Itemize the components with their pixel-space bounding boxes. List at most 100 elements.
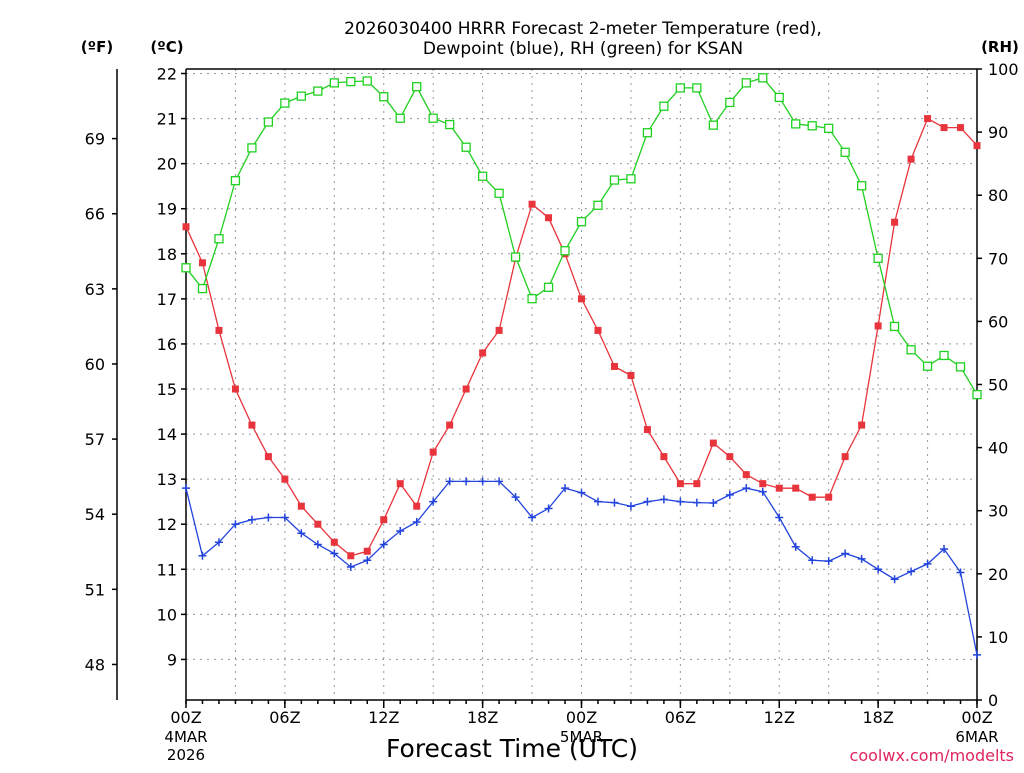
x-tick-label: 12Z <box>764 708 795 727</box>
fahrenheit-tick-label: 69 <box>85 130 105 149</box>
dewpoint-point <box>363 556 372 565</box>
celsius-tick-label: 19 <box>157 200 177 219</box>
rh-point <box>230 176 241 186</box>
rh-point <box>791 119 801 129</box>
fahrenheit-tick-label: 48 <box>85 655 105 674</box>
celsius-tick-label: 9 <box>167 650 177 669</box>
celsius-tick-label: 16 <box>157 335 177 354</box>
temperature-point <box>825 493 833 501</box>
rh-point <box>527 294 537 304</box>
temperature-point <box>940 124 948 132</box>
dewpoint-point <box>791 542 800 551</box>
dewpoint-point <box>264 513 273 522</box>
dewpoint-point <box>940 545 949 554</box>
dewpoint-point <box>412 517 421 526</box>
rh-point <box>395 113 405 123</box>
rh-point <box>412 82 422 92</box>
dewpoint-point <box>495 477 504 486</box>
rh-point <box>181 263 191 273</box>
series-layer <box>181 73 982 659</box>
celsius-tick-label: 11 <box>157 560 177 579</box>
fahrenheit-tick-label: 66 <box>85 205 105 224</box>
temperature-point <box>627 371 635 379</box>
dewpoint-point <box>610 498 619 507</box>
temperature-point <box>693 480 701 488</box>
dewpoint-point <box>182 484 190 493</box>
dewpoint-point <box>231 520 240 529</box>
rh-point <box>477 171 488 181</box>
dewpoint-point <box>841 549 850 558</box>
fahrenheit-unit-label: (ºF) <box>81 38 113 56</box>
temperature-point <box>792 484 800 492</box>
temperature-point <box>396 480 404 488</box>
rh-point <box>955 362 966 372</box>
rh-point <box>329 78 339 88</box>
rh-point <box>346 76 356 87</box>
rh-point <box>197 283 208 294</box>
rh-point <box>741 78 751 88</box>
rh-point <box>296 91 307 101</box>
dewpoint-point <box>973 650 981 659</box>
temperature-point <box>297 502 305 510</box>
fahrenheit-tick-label: 54 <box>85 505 105 524</box>
rh-tick-label: 70 <box>988 249 1008 268</box>
dewpoint-point <box>775 513 784 522</box>
x-tick-label: 18Z <box>862 708 893 727</box>
dewpoint-point <box>528 513 537 522</box>
dewpoint-point <box>874 565 883 574</box>
x-tick-label: 06Z <box>665 708 696 727</box>
credit-text: coolwx.com/modelts <box>850 746 1014 765</box>
celsius-tick-label: 17 <box>157 290 177 309</box>
temperature-point <box>957 124 965 132</box>
x-year-label: 2026 <box>167 746 205 764</box>
fahrenheit-tick-label: 60 <box>85 355 105 374</box>
temperature-point <box>676 480 684 488</box>
rh-tick-label: 40 <box>988 439 1008 458</box>
dewpoint-point <box>544 504 553 513</box>
temperature-point <box>891 218 899 226</box>
temperature-point <box>660 453 668 461</box>
x-date-label: 5MAR <box>560 728 603 746</box>
rh-point <box>889 321 900 332</box>
dewpoint-point <box>659 495 668 504</box>
temperature-point <box>264 453 272 461</box>
temperature-point <box>545 214 553 222</box>
dewpoint-point <box>297 529 306 538</box>
temperature-point <box>841 453 849 461</box>
rh-point <box>313 86 323 96</box>
rh-point <box>774 92 784 103</box>
x-tick-label: 00Z <box>961 708 992 727</box>
celsius-tick-label: 21 <box>157 110 177 129</box>
temperature-point <box>924 115 932 123</box>
dewpoint-point <box>824 557 833 566</box>
dewpoint-point <box>379 540 388 549</box>
rh-point <box>263 117 274 127</box>
rh-tick-label: 50 <box>988 376 1008 395</box>
temperature-point <box>380 516 388 524</box>
temperature-point <box>413 502 421 510</box>
x-axis-label: Forecast Time (UTC) <box>386 734 638 763</box>
dewpoint-point <box>923 559 932 568</box>
celsius-unit-label: (ºC) <box>150 38 183 56</box>
fahrenheit-tick-label: 51 <box>85 580 105 599</box>
dewpoint-point <box>346 563 355 572</box>
dewpoint-point <box>956 568 965 577</box>
dewpoint-point <box>890 575 899 584</box>
temperature-point <box>643 426 651 434</box>
rh-tick-label: 10 <box>988 628 1008 647</box>
rh-tick-label: 90 <box>988 123 1008 142</box>
dewpoint-point <box>626 502 635 511</box>
rh-point <box>609 175 620 185</box>
dewpoint-point <box>478 477 487 486</box>
temperature-point <box>215 326 223 334</box>
dewpoint-point <box>330 549 339 558</box>
temperature-point <box>726 453 734 461</box>
rh-point <box>807 121 817 131</box>
rh-tick-label: 20 <box>988 565 1008 584</box>
celsius-tick-label: 20 <box>157 155 177 174</box>
dewpoint-point <box>280 513 289 522</box>
rh-point <box>873 253 883 263</box>
dewpoint-point <box>445 477 454 486</box>
